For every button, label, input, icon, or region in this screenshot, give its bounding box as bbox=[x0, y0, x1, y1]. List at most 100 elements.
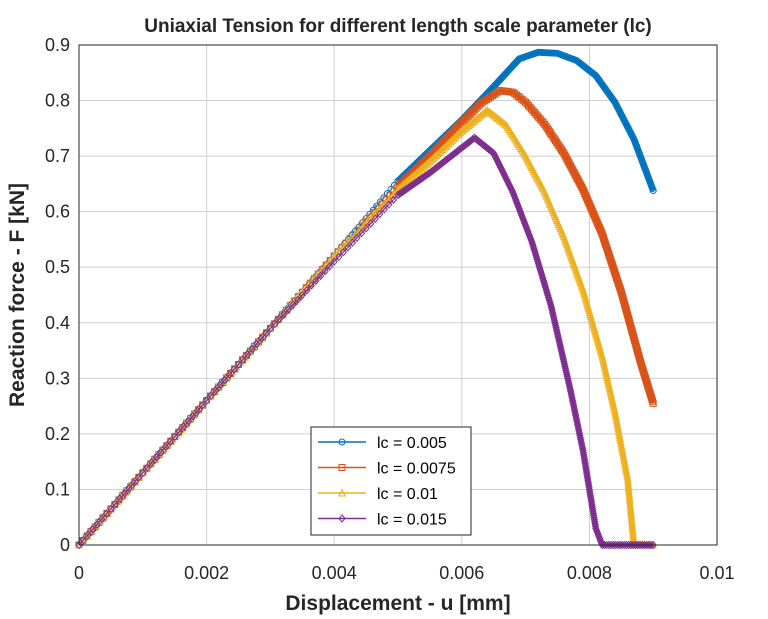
series-marker bbox=[571, 409, 579, 418]
series-marker bbox=[594, 530, 602, 539]
series-marker bbox=[549, 312, 558, 322]
x-tick-label: 0.004 bbox=[312, 563, 357, 583]
series-marker bbox=[385, 200, 393, 209]
series-marker bbox=[530, 246, 539, 256]
series-marker bbox=[495, 115, 504, 124]
series-marker bbox=[93, 520, 101, 529]
series-marker bbox=[547, 303, 556, 313]
series-marker bbox=[565, 378, 573, 388]
series-marker bbox=[380, 205, 388, 214]
legend-label: lc = 0.005 bbox=[377, 435, 447, 452]
series-marker bbox=[514, 202, 523, 212]
series-marker bbox=[647, 540, 655, 550]
series-marker bbox=[555, 336, 563, 345]
x-axis-title: Displacement - u [mm] bbox=[285, 592, 510, 615]
series-marker bbox=[649, 540, 657, 550]
series-marker bbox=[561, 361, 569, 371]
series-4 bbox=[75, 133, 657, 550]
series-marker bbox=[480, 108, 488, 117]
series-marker bbox=[509, 187, 517, 197]
y-tick-label: 0.3 bbox=[45, 368, 70, 388]
x-tick-label: 0.008 bbox=[567, 563, 612, 583]
series-marker bbox=[557, 346, 566, 356]
series-marker bbox=[548, 306, 556, 315]
legend-label: lc = 0.015 bbox=[377, 512, 447, 529]
series-marker bbox=[566, 385, 574, 394]
series-marker bbox=[547, 129, 555, 137]
series-marker bbox=[557, 344, 565, 354]
series-marker bbox=[266, 324, 275, 333]
series-marker bbox=[530, 244, 538, 253]
legend-label: lc = 0.01 bbox=[377, 486, 438, 503]
x-tick-label: 0.01 bbox=[699, 563, 734, 583]
series-marker bbox=[271, 319, 279, 328]
series-marker bbox=[202, 396, 211, 405]
series-marker bbox=[501, 172, 509, 181]
series-marker bbox=[518, 212, 527, 222]
series-marker bbox=[543, 124, 551, 132]
series-marker bbox=[610, 96, 618, 104]
series-marker bbox=[75, 540, 83, 550]
series-marker bbox=[498, 166, 506, 176]
series-marker bbox=[79, 535, 88, 545]
series-marker bbox=[490, 111, 499, 120]
y-tick-label: 0 bbox=[60, 535, 70, 555]
series-marker bbox=[468, 118, 476, 127]
series-marker bbox=[348, 238, 357, 247]
series-marker bbox=[571, 407, 579, 416]
series-marker bbox=[148, 458, 156, 467]
series-marker bbox=[262, 329, 270, 338]
y-tick-label: 0.4 bbox=[45, 313, 70, 333]
series-marker bbox=[522, 223, 531, 232]
series-marker bbox=[491, 152, 500, 162]
series-marker bbox=[322, 261, 330, 269]
series-marker bbox=[523, 225, 531, 234]
series-marker bbox=[515, 204, 523, 214]
series-marker bbox=[514, 57, 522, 65]
series-marker bbox=[171, 432, 179, 441]
series-marker bbox=[559, 355, 568, 364]
series-marker bbox=[591, 521, 600, 531]
series-marker bbox=[534, 259, 543, 268]
series-marker bbox=[542, 286, 551, 296]
series-marker bbox=[549, 133, 557, 141]
series-marker bbox=[366, 219, 375, 228]
series-marker bbox=[494, 158, 503, 168]
x-tick-label: 0.006 bbox=[439, 563, 484, 583]
series-marker bbox=[371, 214, 379, 224]
series-marker bbox=[570, 402, 578, 412]
series-marker bbox=[152, 453, 161, 462]
series-marker bbox=[216, 380, 224, 390]
series-marker bbox=[546, 128, 554, 136]
series-marker bbox=[507, 184, 515, 193]
series-marker bbox=[376, 209, 384, 219]
series-marker bbox=[318, 266, 326, 274]
series-marker bbox=[551, 321, 560, 330]
series-marker bbox=[517, 208, 525, 218]
series-marker bbox=[539, 274, 547, 283]
series-marker bbox=[649, 397, 657, 405]
series-marker bbox=[499, 168, 507, 178]
series-marker bbox=[560, 359, 569, 369]
series-marker bbox=[253, 339, 261, 349]
series-marker bbox=[564, 376, 572, 386]
series-marker bbox=[569, 400, 578, 409]
series-marker bbox=[562, 365, 570, 375]
series-marker bbox=[503, 176, 511, 185]
series-marker bbox=[89, 525, 97, 534]
series-marker bbox=[492, 154, 501, 164]
series-marker bbox=[102, 509, 111, 519]
series-marker bbox=[531, 248, 539, 258]
chart-title: Uniaxial Tension for different length sc… bbox=[144, 16, 652, 37]
y-tick-label: 0.8 bbox=[45, 91, 70, 111]
series-marker bbox=[500, 119, 509, 128]
series-marker bbox=[649, 399, 657, 407]
series-marker bbox=[84, 530, 92, 539]
series-marker bbox=[528, 237, 536, 247]
series-marker bbox=[490, 151, 499, 160]
legend-box bbox=[310, 426, 472, 536]
series-marker bbox=[538, 272, 546, 281]
series-marker bbox=[543, 289, 551, 298]
series-marker bbox=[338, 242, 347, 251]
series-marker bbox=[556, 340, 564, 349]
